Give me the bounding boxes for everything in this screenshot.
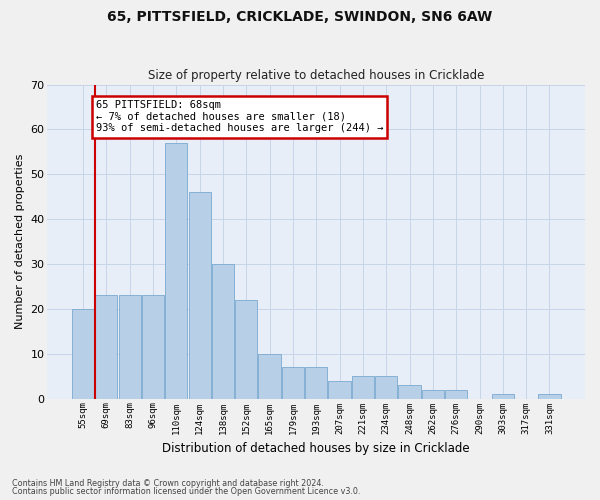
Title: Size of property relative to detached houses in Cricklade: Size of property relative to detached ho… xyxy=(148,69,484,82)
Bar xyxy=(398,385,421,398)
Bar xyxy=(95,296,118,399)
Bar xyxy=(492,394,514,398)
Bar xyxy=(305,367,328,398)
Bar xyxy=(165,143,187,399)
Bar xyxy=(375,376,397,398)
Bar xyxy=(119,296,141,399)
Bar xyxy=(235,300,257,398)
Bar xyxy=(445,390,467,398)
Text: Contains public sector information licensed under the Open Government Licence v3: Contains public sector information licen… xyxy=(12,487,361,496)
Bar xyxy=(328,380,350,398)
X-axis label: Distribution of detached houses by size in Cricklade: Distribution of detached houses by size … xyxy=(163,442,470,455)
Bar xyxy=(142,296,164,399)
Text: 65, PITTSFIELD, CRICKLADE, SWINDON, SN6 6AW: 65, PITTSFIELD, CRICKLADE, SWINDON, SN6 … xyxy=(107,10,493,24)
Y-axis label: Number of detached properties: Number of detached properties xyxy=(15,154,25,330)
Bar xyxy=(188,192,211,398)
Text: Contains HM Land Registry data © Crown copyright and database right 2024.: Contains HM Land Registry data © Crown c… xyxy=(12,478,324,488)
Bar xyxy=(72,309,94,398)
Bar xyxy=(422,390,444,398)
Bar xyxy=(538,394,560,398)
Text: 65 PITTSFIELD: 68sqm
← 7% of detached houses are smaller (18)
93% of semi-detach: 65 PITTSFIELD: 68sqm ← 7% of detached ho… xyxy=(96,100,383,134)
Bar xyxy=(352,376,374,398)
Bar xyxy=(259,354,281,399)
Bar xyxy=(212,264,234,398)
Bar xyxy=(282,367,304,398)
